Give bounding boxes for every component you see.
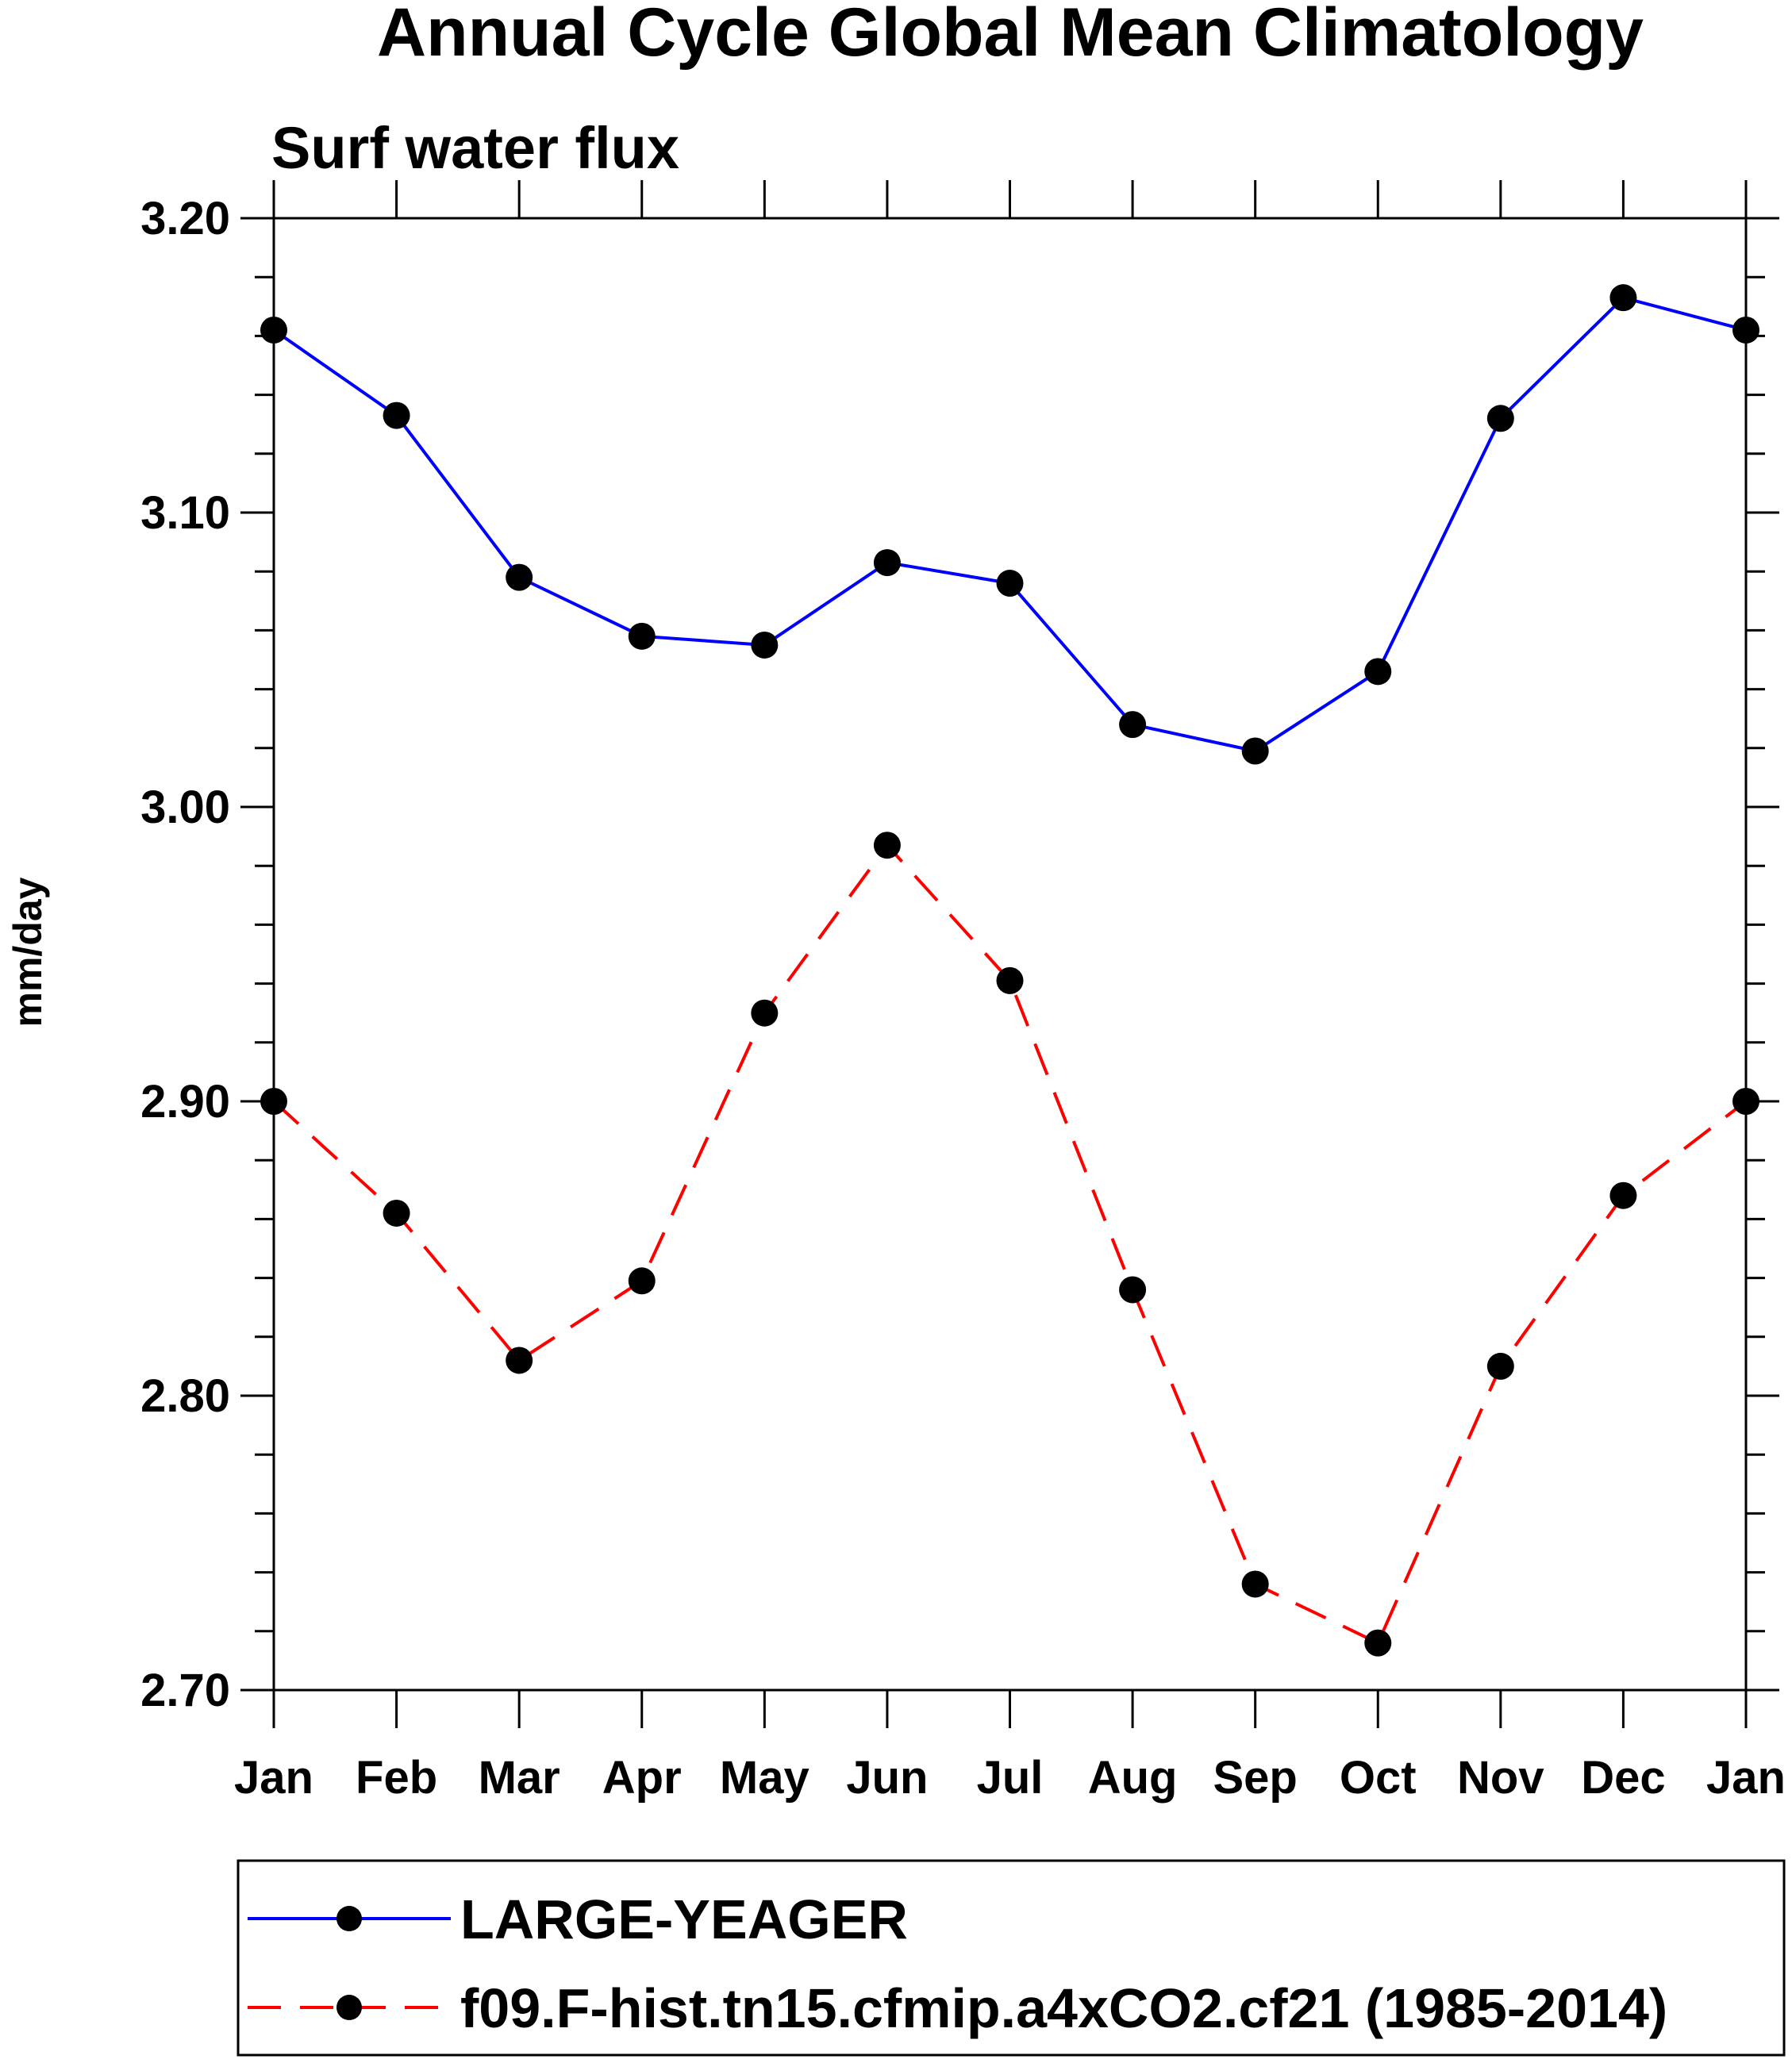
data-point [1241,737,1269,765]
series-layer [260,284,1759,1657]
x-tick-label: May [720,1752,809,1804]
plot-frame [272,217,1748,1692]
legend: LARGE-YEAGER f09.F-hist.tn15.cfmip.a4xCO… [236,1859,1786,2057]
data-point [383,401,410,429]
data-point [628,622,656,650]
data-point [1364,658,1392,686]
x-tick-label: Mar [479,1752,560,1804]
x-tick-label: Apr [602,1752,682,1804]
y-axis-label: mm/day [6,877,50,1027]
data-point [1609,1181,1637,1209]
x-tick-label: Sep [1213,1752,1297,1804]
x-tick-label: Oct [1340,1752,1417,1804]
data-point [260,316,287,344]
x-tick-label: Dec [1581,1752,1665,1804]
data-point [628,1267,656,1295]
x-tick-label: Jun [846,1752,928,1804]
data-point [996,966,1024,994]
data-point [1732,316,1759,344]
data-point [383,1199,410,1227]
chart-title: Annual Cycle Global Mean Climatology [377,0,1644,71]
legend-marker-series-2 [336,1995,362,2020]
data-point [1364,1629,1392,1657]
legend-box [236,1859,1786,2057]
series-line [272,295,1747,753]
data-point [751,631,779,659]
x-tick-label: Jan [1706,1752,1786,1804]
y-tick-label: 2.70 [140,1665,230,1716]
data-point [506,1347,533,1374]
data-point [873,832,901,859]
x-tick-label: Jan [234,1752,313,1804]
data-point [1732,1088,1759,1115]
x-tick-label: Aug [1088,1752,1178,1804]
y-tick-label: 3.10 [140,487,230,539]
data-point [1241,1570,1269,1598]
data-point [1119,711,1147,739]
data-point [751,999,779,1027]
data-point [506,563,533,591]
y-tick-label: 2.90 [140,1076,230,1128]
data-point [260,1088,287,1115]
data-point [1119,1276,1147,1304]
legend-marker-series-1 [336,1906,362,1931]
legend-label-series-1: LARGE-YEAGER [460,1888,908,1950]
series-2 [260,832,1759,1657]
series-line [272,843,1748,1646]
data-point [996,570,1024,597]
data-point [1486,405,1514,432]
y-tick-label: 2.80 [140,1370,230,1422]
y-tick-label: 3.00 [140,782,230,833]
x-tick-label: Feb [356,1752,437,1804]
data-point [1609,284,1637,312]
y-tick-label: 3.20 [140,193,230,244]
chart-subtitle: Surf water flux [271,115,679,181]
series-1 [260,284,1759,765]
legend-label-series-2: f09.F-hist.tn15.cfmip.a4xCO2.cf21 (1985-… [460,1977,1667,2039]
data-point [873,549,901,577]
data-point [1486,1352,1514,1380]
x-tick-label: Nov [1457,1752,1544,1804]
x-tick-label: Jul [977,1752,1044,1804]
